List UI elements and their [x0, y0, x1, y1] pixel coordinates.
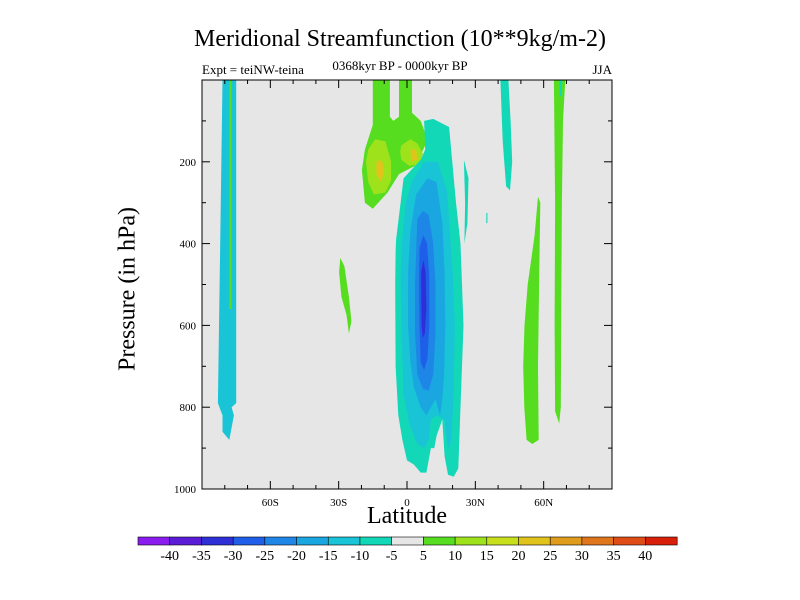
experiment-label: Expt = teiNW-teina [202, 62, 304, 77]
contour-cyan-tick-35n [486, 212, 488, 224]
colorbar-label: 20 [512, 549, 526, 564]
y-tick-label: 400 [180, 239, 197, 251]
contour-green-ridge-50n [523, 196, 541, 444]
colorbar-label: -10 [351, 549, 370, 564]
colorbar-label: -20 [287, 549, 306, 564]
colorbar-label: -40 [160, 549, 179, 564]
contour-negative-cell-core-30 [421, 260, 427, 338]
y-tick-label: 200 [180, 157, 197, 169]
colorbar-box [644, 536, 678, 546]
time-range-label: 0368kyr BP - 0000kyr BP [332, 58, 468, 73]
contour-yellow-blob-a [366, 139, 392, 195]
colorbar-box [423, 536, 456, 546]
colorbar-label: 10 [448, 549, 462, 564]
y-tick-label: 600 [180, 320, 197, 332]
colorbar-box [296, 536, 329, 546]
contour-regions [217, 80, 566, 477]
contour-negative-cell-inner [400, 161, 455, 449]
contour-cyan-strip-65n [559, 80, 563, 97]
y-tick-label: 800 [180, 402, 197, 414]
contour-cyan-sliver-northern [463, 159, 469, 244]
y-axis-label: Pressure (in hPa) [114, 207, 141, 371]
colorbar-box [581, 536, 615, 546]
contour-cyan-column-west [217, 80, 237, 440]
colorbar-box [264, 536, 298, 546]
y-tick-label: 1000 [174, 484, 197, 496]
colorbar-label: 35 [607, 549, 621, 564]
colorbar-box [327, 536, 361, 546]
colorbar-label: -30 [224, 549, 243, 564]
colorbar-box [518, 536, 551, 546]
contour-negative-cell-outer [395, 118, 464, 477]
colorbar-box [391, 536, 424, 546]
colorbar-box [169, 536, 202, 546]
colorbar-label: 25 [543, 549, 557, 564]
contour-negative-cell-core-15 [408, 178, 446, 416]
colorbar-box [137, 536, 171, 546]
colorbar-label: -5 [386, 549, 398, 564]
contour-yellow-blob-b [400, 139, 423, 166]
chart-title: Meridional Streamfunction (10**9kg/m-2) [194, 26, 606, 52]
colorbar-label: 5 [420, 549, 427, 564]
colorbar-label: 15 [480, 549, 494, 564]
contour-green-column-west [229, 80, 232, 309]
colorbar-box [232, 536, 266, 546]
colorbar-label: 30 [575, 549, 589, 564]
colorbar-box [201, 536, 234, 546]
x-axis-ticks: 60S 30S 0 30N 60N [224, 80, 590, 509]
x-axis-label: Latitude [367, 503, 447, 529]
plot-background [202, 80, 612, 489]
contour-green-column-65n [553, 80, 566, 424]
plot-frame [201, 79, 613, 490]
colorbar-box [359, 536, 393, 546]
contour-cyan-column-40n [500, 80, 513, 191]
colorbar-label: -15 [319, 549, 338, 564]
colorbar-box [549, 536, 583, 546]
colorbar: -40 -35 -30 -25 -20 -15 -10 -5 5 10 15 20 25 30 35 40 [137, 536, 678, 564]
y-axis-ticks: 200 400 600 800 1000 [174, 120, 612, 496]
season-label: JJA [592, 62, 612, 77]
colorbar-label: -35 [192, 549, 211, 564]
contour-green-blob-30s [339, 257, 352, 334]
colorbar-label: -25 [255, 549, 274, 564]
contour-negative-cell-core-20 [415, 210, 436, 391]
contour-negative-cell-core-25 [419, 235, 430, 371]
contour-green-column-eq [361, 80, 426, 209]
contour-orange-core-a [376, 159, 385, 183]
colorbar-box [454, 536, 488, 546]
colorbar-box [486, 536, 519, 546]
contour-orange-core-b [410, 149, 418, 162]
colorbar-label: 40 [638, 549, 652, 564]
colorbar-box [613, 536, 646, 546]
